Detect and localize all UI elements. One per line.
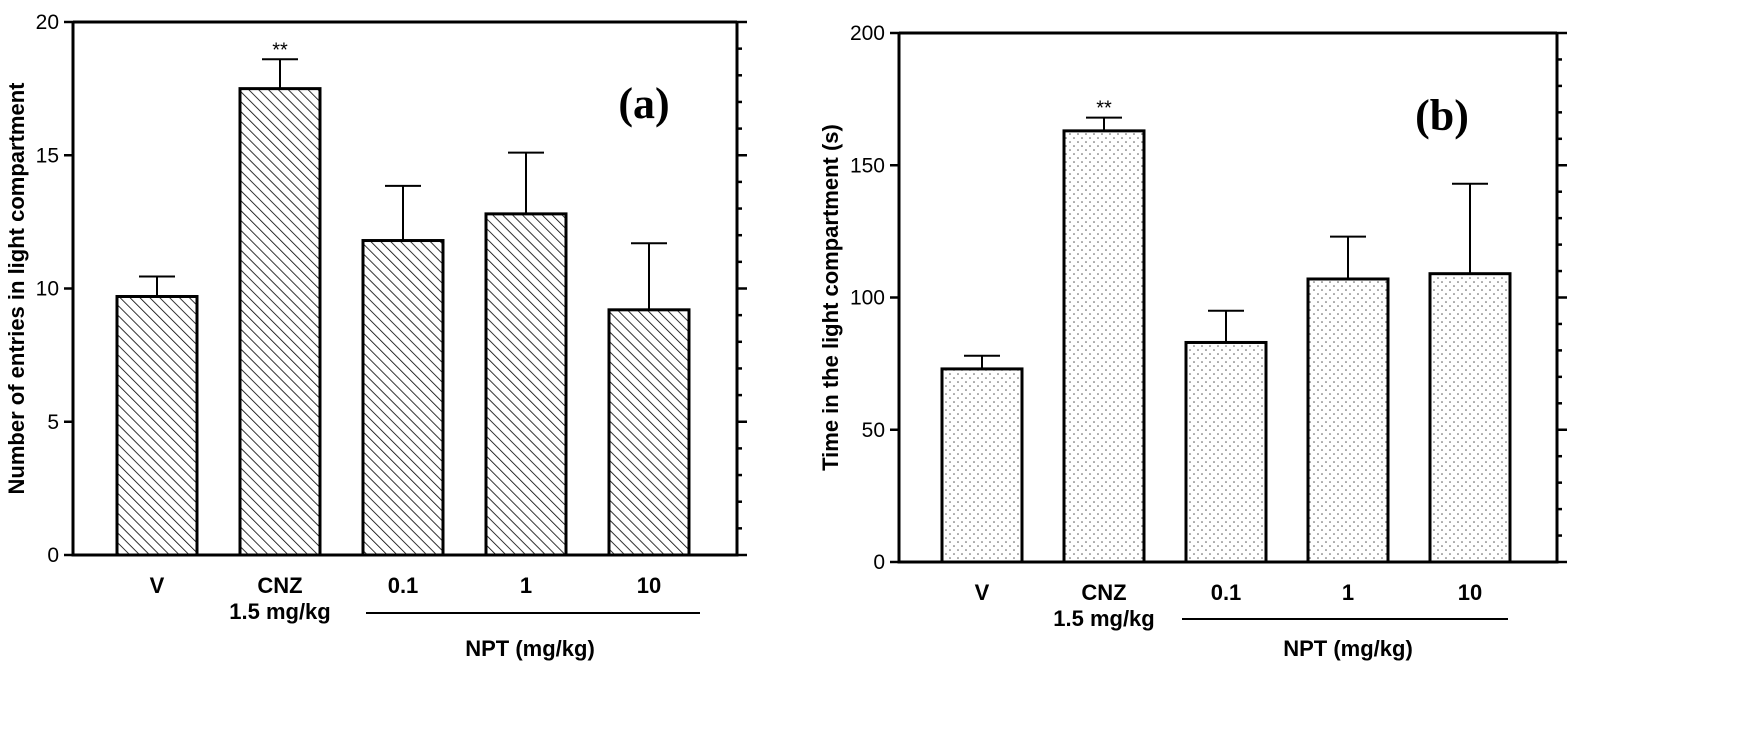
x-tick-label: 0.1	[1211, 580, 1242, 605]
y-tick-label: 10	[36, 278, 59, 301]
x-tick-label-sub: 1.5 mg/kg	[229, 599, 330, 624]
y-tick-label: 150	[850, 154, 885, 177]
bar	[115, 294, 199, 557]
panel-label: (a)	[618, 79, 669, 128]
significance-label: **	[1096, 98, 1112, 120]
y-tick-label: 0	[47, 544, 59, 567]
x-tick-label: 1	[520, 573, 532, 598]
bar	[484, 212, 568, 557]
y-tick-label: 5	[47, 411, 59, 434]
panel-label: (b)	[1415, 91, 1469, 140]
significance-label: **	[272, 39, 288, 61]
bar	[1184, 340, 1268, 564]
bar	[1428, 272, 1512, 564]
y-tick-label: 15	[36, 144, 59, 167]
x-tick-label: CNZ	[257, 573, 302, 598]
group-label: NPT (mg/kg)	[465, 636, 595, 661]
y-axis-title: Number of entries in light compartment	[4, 82, 29, 495]
x-tick-label: 0.1	[388, 573, 419, 598]
x-tick-label-sub: 1.5 mg/kg	[1053, 606, 1154, 631]
bar	[940, 367, 1024, 564]
y-tick-label: 0	[873, 551, 885, 574]
x-tick-label: 10	[637, 573, 661, 598]
y-tick-label: 200	[850, 22, 885, 45]
y-tick-label: 20	[36, 11, 59, 34]
x-tick-label: 1	[1342, 580, 1354, 605]
bar	[1062, 129, 1146, 564]
x-tick-label: V	[150, 573, 165, 598]
group-label: NPT (mg/kg)	[1283, 636, 1413, 661]
bar	[607, 308, 691, 557]
x-tick-label: 10	[1458, 580, 1482, 605]
y-tick-label: 50	[862, 419, 885, 442]
bar	[1306, 277, 1390, 564]
y-axis-title: Time in the light compartment (s)	[818, 124, 843, 471]
x-tick-label: V	[975, 580, 990, 605]
bar	[361, 239, 445, 557]
x-tick-label: CNZ	[1081, 580, 1126, 605]
bar	[238, 87, 322, 557]
y-tick-label: 100	[850, 287, 885, 310]
